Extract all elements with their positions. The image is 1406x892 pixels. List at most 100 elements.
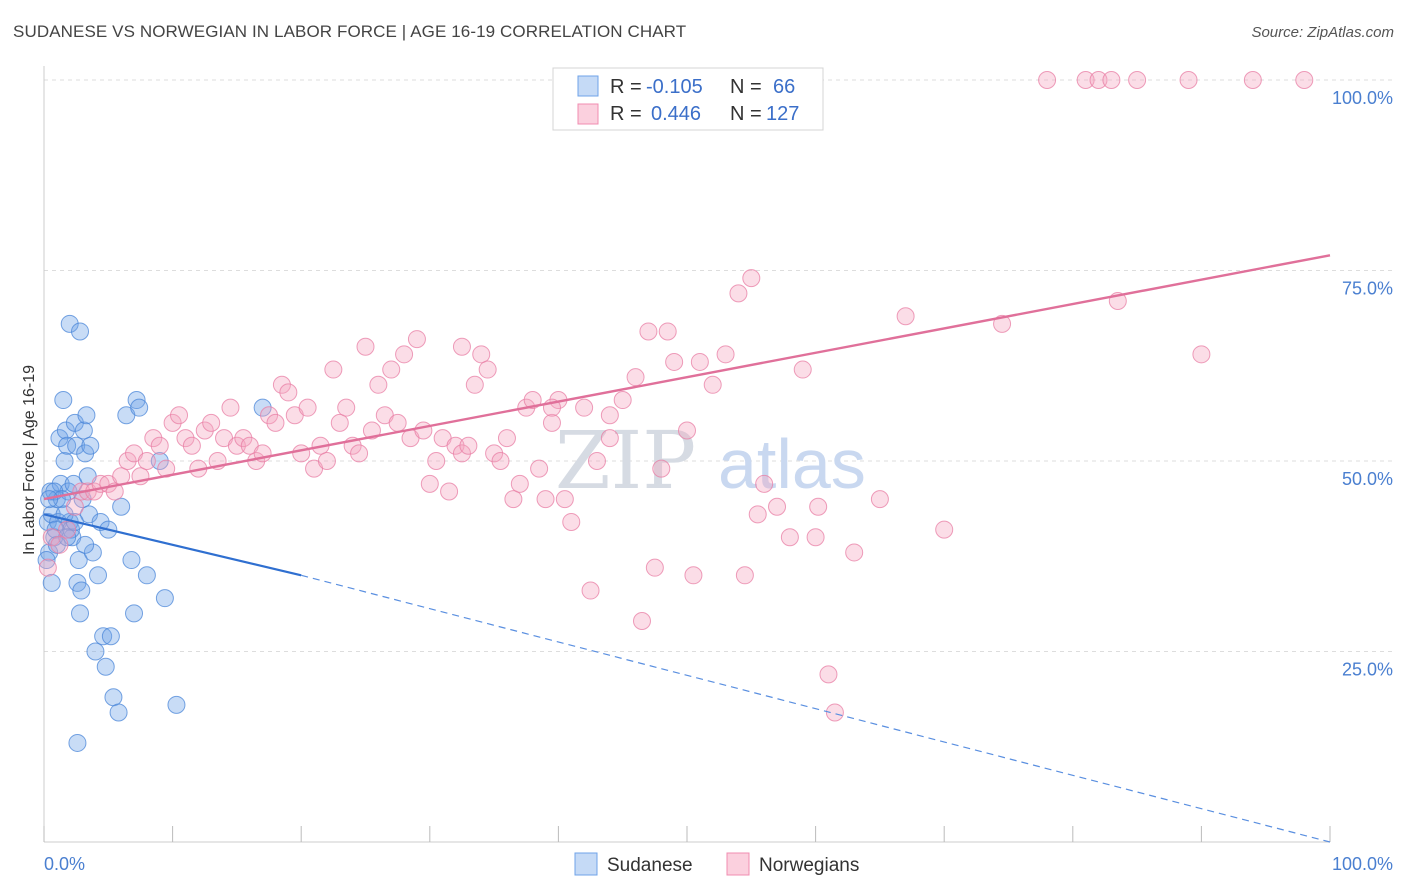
bottom-legend-label-norwegians: Norwegians — [759, 855, 859, 876]
data-point-norwegians — [575, 398, 594, 417]
data-point-sudanese — [89, 566, 108, 585]
data-point-norwegians — [819, 665, 838, 684]
y-tick-label: 50.0% — [1342, 469, 1393, 489]
data-point-sudanese — [58, 528, 77, 547]
data-point-norwegians — [1102, 71, 1121, 89]
data-point-norwegians — [298, 398, 317, 417]
data-point-norwegians — [38, 558, 57, 577]
data-point-norwegians — [870, 490, 889, 509]
data-point-sudanese — [167, 695, 186, 714]
data-point-norwegians — [337, 398, 356, 417]
data-point-norwegians — [742, 269, 761, 288]
data-point-norwegians — [690, 352, 709, 371]
data-point-norwegians — [587, 452, 606, 470]
data-point-sudanese — [130, 398, 149, 417]
data-point-norwegians — [1179, 71, 1198, 89]
data-point-norwegians — [150, 436, 169, 455]
watermark-zip: ZIP — [555, 414, 696, 507]
data-point-norwegians — [50, 535, 69, 554]
data-point-sudanese — [81, 436, 100, 455]
data-point-norwegians — [806, 528, 825, 547]
data-point-norwegians — [266, 413, 285, 432]
data-point-norwegians — [407, 330, 426, 349]
legend-swatch-norwegians — [577, 103, 599, 125]
data-point-norwegians — [395, 345, 414, 364]
data-point-sudanese — [155, 589, 174, 608]
data-point-sudanese — [150, 452, 169, 470]
data-point-sudanese — [42, 573, 61, 592]
data-point-norwegians — [202, 413, 221, 432]
data-point-norwegians — [420, 474, 439, 493]
data-point-norwegians — [170, 406, 189, 425]
data-point-norwegians — [388, 413, 407, 432]
data-point-norwegians — [317, 452, 336, 470]
axes — [43, 66, 1331, 843]
x-tick-labels: 0.0% 100.0% — [44, 854, 1393, 874]
data-point-sudanese — [50, 429, 69, 448]
data-point-norwegians — [684, 566, 703, 585]
data-point-norwegians — [716, 345, 735, 364]
trend-line-sudanese-extrapolated — [301, 574, 1331, 843]
data-point-norwegians — [600, 429, 619, 448]
data-point-sudanese — [55, 452, 74, 470]
data-point-norwegians — [324, 360, 343, 379]
data-point-sudanese — [112, 497, 131, 516]
data-point-sudanese — [137, 566, 156, 585]
data-point-norwegians — [137, 452, 156, 470]
data-point-norwegians — [993, 314, 1012, 333]
data-point-norwegians — [427, 452, 446, 470]
data-point-norwegians — [703, 375, 722, 394]
data-point-norwegians — [369, 375, 388, 394]
data-point-norwegians — [613, 391, 632, 410]
series-sudanese-points — [37, 314, 272, 752]
data-point-norwegians — [825, 703, 844, 722]
data-point-sudanese — [74, 421, 93, 440]
data-point-sudanese — [56, 421, 75, 440]
data-point-norwegians — [1038, 71, 1057, 89]
y-tick-labels: 25.0% 50.0% 75.0% 100.0% — [1332, 88, 1393, 680]
data-point-sudanese — [67, 436, 86, 455]
data-point-norwegians — [58, 520, 77, 539]
grid-lines — [44, 79, 1393, 652]
data-point-sudanese — [96, 657, 115, 676]
data-point-sudanese — [76, 535, 95, 554]
data-point-norwegians — [330, 413, 349, 432]
data-point-sudanese — [54, 391, 73, 410]
legend-n-label-2: N = — [730, 103, 762, 125]
data-point-norwegians — [600, 406, 619, 425]
data-point-norwegians — [497, 429, 516, 448]
bottom-legend: Sudanese Norwegians — [574, 852, 859, 876]
data-point-norwegians — [768, 497, 787, 516]
data-point-norwegians — [65, 497, 84, 516]
data-point-sudanese — [253, 398, 272, 417]
legend-n-value-2: 127 — [766, 103, 799, 125]
y-tick-label: 75.0% — [1342, 279, 1393, 299]
y-tick-label: 100.0% — [1332, 88, 1393, 108]
data-point-norwegians — [382, 360, 401, 379]
legend-r-label-2: R = — [610, 103, 642, 125]
legend-n-value-1: 66 — [773, 76, 795, 98]
data-point-sudanese — [68, 733, 87, 752]
data-point-norwegians — [176, 429, 195, 448]
data-point-sudanese — [125, 604, 144, 623]
data-point-sudanese — [58, 436, 77, 455]
data-point-norwegians — [555, 490, 574, 509]
legend-r-value-2: 0.446 — [651, 103, 701, 125]
data-point-norwegians — [491, 452, 510, 470]
data-point-sudanese — [83, 543, 102, 562]
data-point-norwegians — [626, 368, 645, 387]
series-norwegians-points — [38, 71, 1314, 722]
stats-legend: R = -0.105 N = 66 R = 0.446 N = 127 — [552, 67, 824, 131]
chart-title: SUDANESE VS NORWEGIAN IN LABOR FORCE | A… — [13, 22, 687, 41]
chart-source: Source: ZipAtlas.com — [1251, 24, 1394, 41]
data-point-norwegians — [1089, 71, 1108, 89]
legend-r-label-1: R = — [610, 76, 642, 98]
trend-lines — [43, 254, 1331, 843]
data-point-sudanese — [72, 581, 91, 600]
data-point-norwegians — [195, 421, 214, 440]
data-point-norwegians — [144, 429, 163, 448]
data-point-norwegians — [845, 543, 864, 562]
data-point-norwegians — [465, 375, 484, 394]
data-point-norwegians — [350, 444, 369, 463]
data-point-norwegians — [896, 307, 915, 326]
